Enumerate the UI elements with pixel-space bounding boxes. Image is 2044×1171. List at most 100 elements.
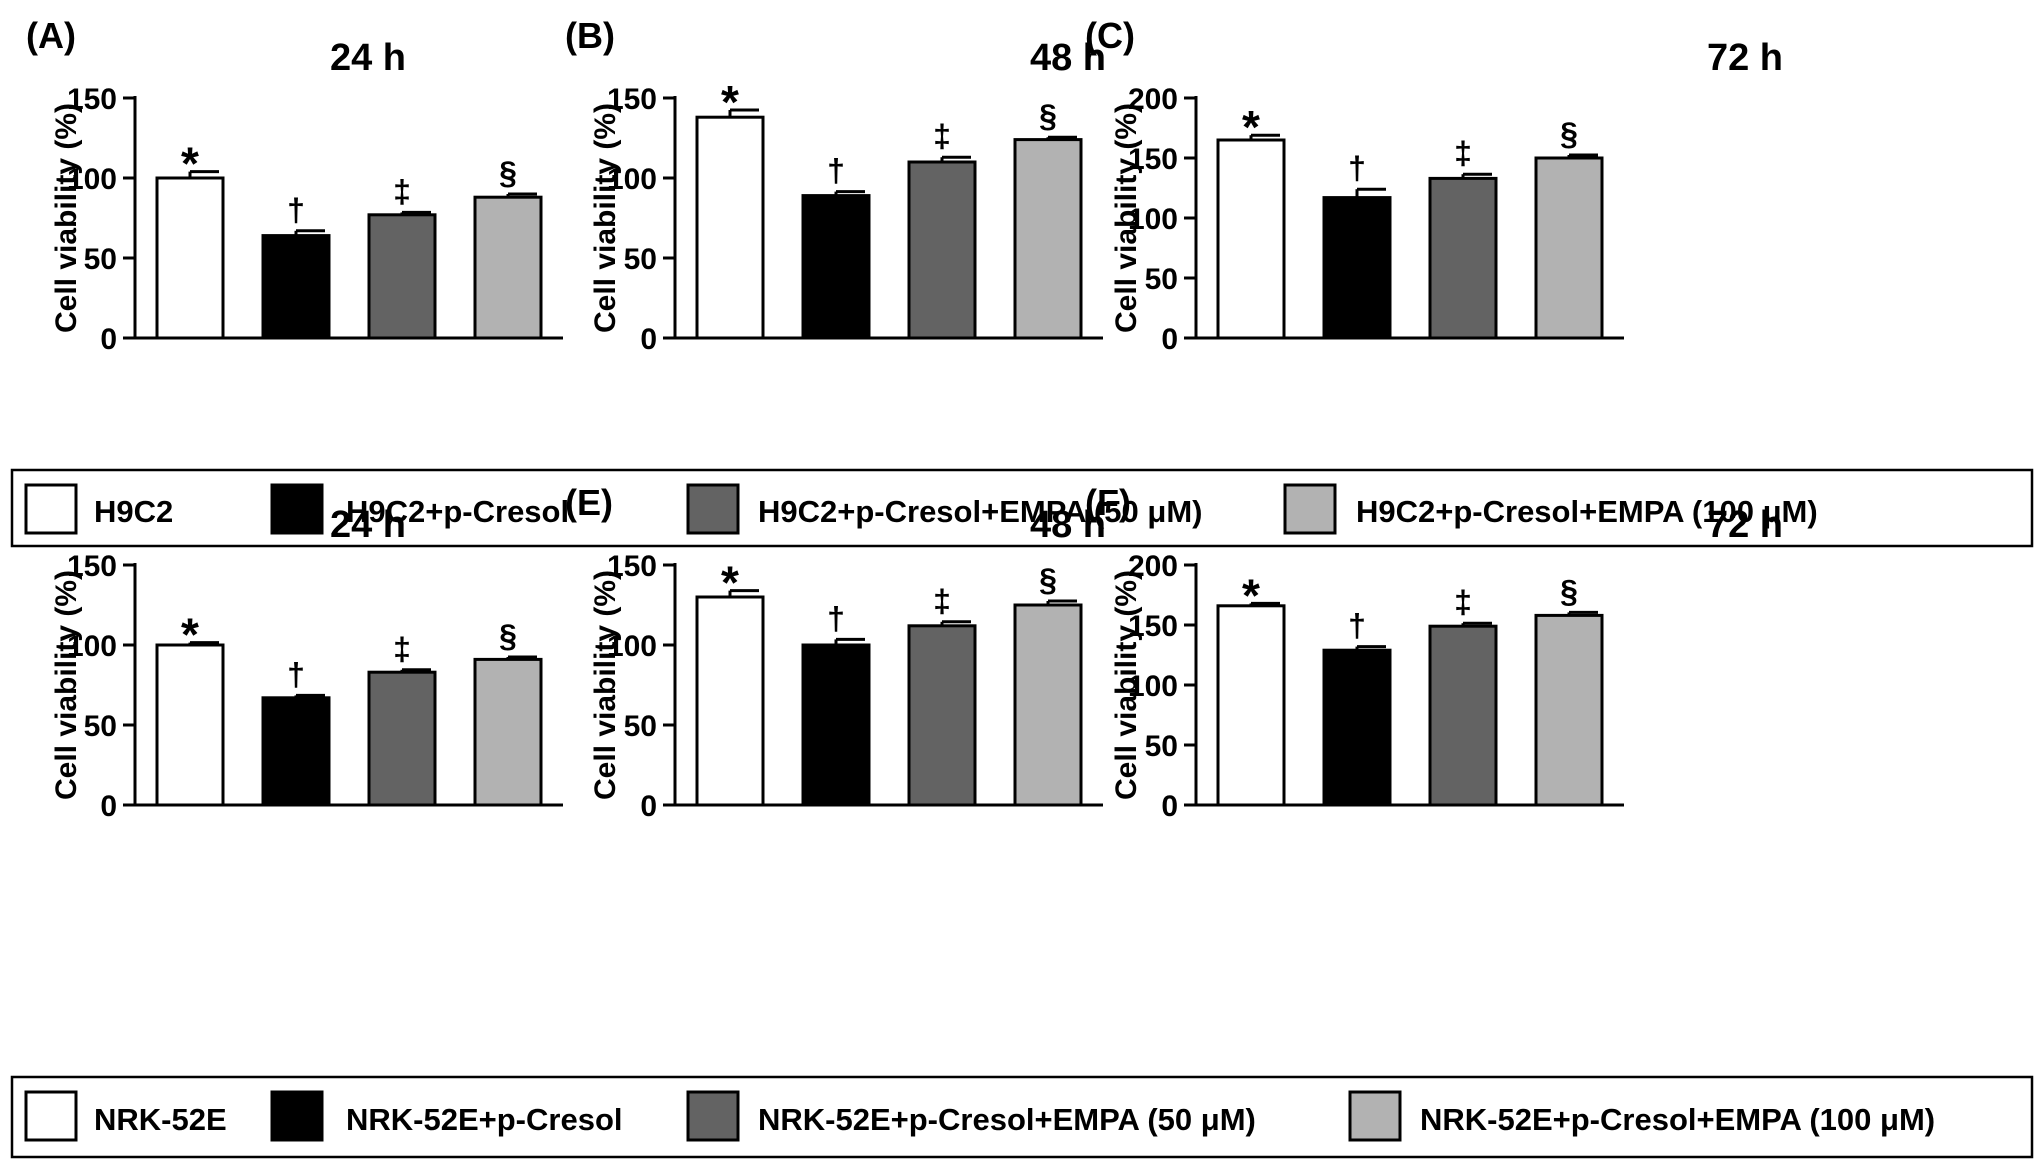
y-axis-label: Cell viability (%): [50, 570, 83, 800]
y-tick-label: 0: [100, 790, 117, 823]
significance-marker: §: [1560, 116, 1578, 152]
y-tick-label: 150: [67, 550, 117, 583]
y-tick-label: 200: [1128, 550, 1178, 583]
bar: [801, 194, 871, 340]
significance-marker: ‡: [1454, 584, 1472, 620]
significance-marker: ‡: [933, 583, 951, 619]
bar: [155, 643, 225, 807]
significance-marker: †: [827, 600, 845, 636]
chart-panel-4: (E) 48 h Cell viability (%) 0 50 100 150 * † ‡ §: [565, 482, 1106, 823]
chart-panel-2: (C) 72 h Cell viability (%) 0 50 100 150 200 * † ‡…: [1085, 15, 1783, 356]
y-tick-label: 150: [1128, 610, 1178, 643]
legend-label-empa50: NRK-52E+p-Cresol+EMPA (50 μM): [758, 1102, 1256, 1137]
significance-marker: †: [827, 153, 845, 189]
legend-label-pcresol: NRK-52E+p-Cresol: [346, 1102, 623, 1137]
bar: [1216, 138, 1286, 340]
chart-panel-5: (F) 72 h Cell viability (%) 0 50 100 150 200 * † ‡…: [1085, 482, 1783, 823]
significance-marker: ‡: [393, 631, 411, 667]
significance-marker: †: [287, 192, 305, 228]
legend-label-pcresol: H9C2+p-Cresol: [346, 494, 569, 529]
legend-h9c2: H9C2 H9C2+p-Cresol H9C2+p-Cresol+EMPA (5…: [10, 468, 2034, 548]
chart-title: 48 h: [1030, 504, 1106, 546]
legend-nrk52e: NRK-52E NRK-52E+p-Cresol NRK-52E+p-Creso…: [10, 1075, 2034, 1159]
chart-title: 48 h: [1030, 37, 1106, 79]
y-tick-label: 100: [67, 163, 117, 196]
bar: [907, 624, 977, 807]
y-axis-label: Cell viability (%): [1110, 570, 1143, 800]
bar: [473, 657, 543, 807]
panel-label: (C): [1085, 15, 1135, 56]
y-tick-label: 0: [1161, 790, 1178, 823]
legend-swatch-empa100: [1348, 1090, 1402, 1142]
y-tick-label: 0: [1161, 323, 1178, 356]
legend-frame: [10, 1075, 2034, 1159]
y-tick-label: 50: [1145, 730, 1178, 763]
significance-marker: *: [1242, 101, 1260, 153]
significance-marker: ‡: [1454, 135, 1472, 171]
y-axis-label: Cell viability (%): [589, 570, 622, 800]
y-tick-label: 0: [100, 323, 117, 356]
bar: [367, 670, 437, 807]
significance-marker: §: [1560, 573, 1578, 609]
panel-label: (A): [26, 15, 76, 56]
y-tick-label: 150: [607, 550, 657, 583]
y-axis-label: Cell viability (%): [1110, 103, 1143, 333]
y-tick-label: 100: [1128, 203, 1178, 236]
legend-label-control: H9C2: [94, 494, 173, 529]
significance-marker: *: [181, 609, 199, 661]
panel-label: (F): [1085, 482, 1131, 523]
legend-swatch-control: [24, 1090, 78, 1142]
y-tick-label: 50: [1145, 263, 1178, 296]
significance-marker: ‡: [933, 118, 951, 154]
y-tick-label: 0: [640, 790, 657, 823]
y-tick-label: 200: [1128, 83, 1178, 116]
chart-panel-0: (A) 24 h Cell viability (%) 0 50 100 150 * † ‡ §: [26, 15, 563, 356]
bar: [1428, 624, 1498, 807]
bar: [801, 643, 871, 807]
significance-marker: *: [181, 138, 199, 190]
y-tick-label: 150: [607, 83, 657, 116]
legend-swatch-empa50: [686, 483, 740, 535]
chart-title: 72 h: [1707, 504, 1783, 546]
y-tick-label: 150: [1128, 143, 1178, 176]
significance-marker: *: [721, 76, 739, 128]
bar: [1013, 603, 1083, 807]
legend-swatch-empa50: [686, 1090, 740, 1142]
panel-label: (E): [565, 482, 613, 523]
legend-swatch-pcresol: [270, 1090, 324, 1142]
bar: [695, 595, 765, 807]
chart-panel-1: (B) 48 h Cell viability (%) 0 50 100 150 * † ‡ §: [565, 15, 1106, 356]
y-axis-label: Cell viability (%): [589, 103, 622, 333]
legend-label-control: NRK-52E: [94, 1102, 227, 1137]
y-tick-label: 0: [640, 323, 657, 356]
significance-marker: *: [721, 557, 739, 609]
bar: [155, 176, 225, 340]
bar: [695, 115, 765, 340]
chart-title: 24 h: [330, 37, 406, 79]
legend-label-empa50: H9C2+p-Cresol+EMPA (50 μM): [758, 494, 1202, 529]
legend-label-empa100: H9C2+p-Cresol+EMPA (100 μM): [1356, 494, 1818, 529]
chart-title: 24 h: [330, 504, 406, 546]
significance-marker: §: [499, 618, 517, 654]
legend-swatch-pcresol: [270, 483, 324, 535]
panel-label: (B): [565, 15, 615, 56]
y-tick-label: 50: [624, 243, 657, 276]
bar: [1322, 648, 1392, 807]
significance-marker: †: [287, 656, 305, 692]
legend-swatch-empa100: [1283, 483, 1337, 535]
y-tick-label: 100: [607, 163, 657, 196]
y-tick-label: 150: [67, 83, 117, 116]
significance-marker: *: [1242, 569, 1260, 621]
y-tick-label: 50: [624, 710, 657, 743]
significance-marker: §: [499, 155, 517, 191]
chart-title: 72 h: [1707, 37, 1783, 79]
significance-marker: †: [1348, 608, 1366, 644]
bar: [473, 195, 543, 340]
bar: [1216, 604, 1286, 807]
significance-marker: §: [1039, 562, 1057, 598]
significance-marker: §: [1039, 98, 1057, 134]
legend-label-empa100: NRK-52E+p-Cresol+EMPA (100 μM): [1420, 1102, 1935, 1137]
y-tick-label: 50: [84, 243, 117, 276]
